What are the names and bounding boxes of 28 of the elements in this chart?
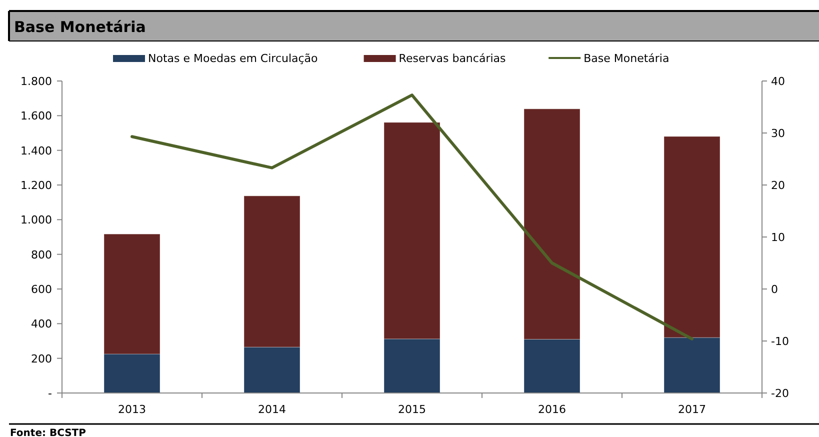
line-series bbox=[130, 94, 694, 340]
y-tick-label: 1.600 bbox=[20, 110, 52, 123]
legend-label: Base Monetária bbox=[584, 52, 670, 65]
y2-tick-label: -10 bbox=[771, 335, 789, 348]
legend-label: Notas e Moedas em Circulação bbox=[148, 52, 318, 65]
chart-title: Base Monetária bbox=[14, 18, 146, 36]
y2-tick-label: 30 bbox=[771, 127, 785, 140]
y-tick-label: 600 bbox=[31, 283, 52, 296]
y-tick-label: 200 bbox=[31, 352, 52, 366]
y2-tick-label: 20 bbox=[771, 179, 785, 192]
x-tick-label: 2014 bbox=[258, 403, 286, 416]
y-tick-label: 1.000 bbox=[20, 214, 52, 227]
legend-label: Reservas bancárias bbox=[398, 52, 506, 65]
x-tick-label: 2015 bbox=[398, 403, 426, 416]
x-tick-label: 2013 bbox=[118, 403, 146, 416]
x-tick-label: 2016 bbox=[538, 403, 566, 416]
y-tick-label: 1.200 bbox=[20, 179, 52, 192]
y-tick-label: 800 bbox=[31, 248, 52, 262]
y2-tick-label: 0 bbox=[771, 283, 778, 296]
x-tick-label: 2017 bbox=[678, 403, 706, 416]
y-tick-label: 1.800 bbox=[20, 75, 52, 88]
y-tick-label: 400 bbox=[31, 318, 52, 331]
y2-tick-label: -20 bbox=[771, 387, 789, 400]
source-note: Fonte: BCSTP bbox=[10, 428, 86, 437]
y2-tick-label: 10 bbox=[771, 231, 785, 244]
y-tick-label: - bbox=[48, 387, 52, 400]
y2-tick-label: 40 bbox=[771, 75, 785, 88]
y-tick-label: 1.400 bbox=[20, 144, 52, 158]
